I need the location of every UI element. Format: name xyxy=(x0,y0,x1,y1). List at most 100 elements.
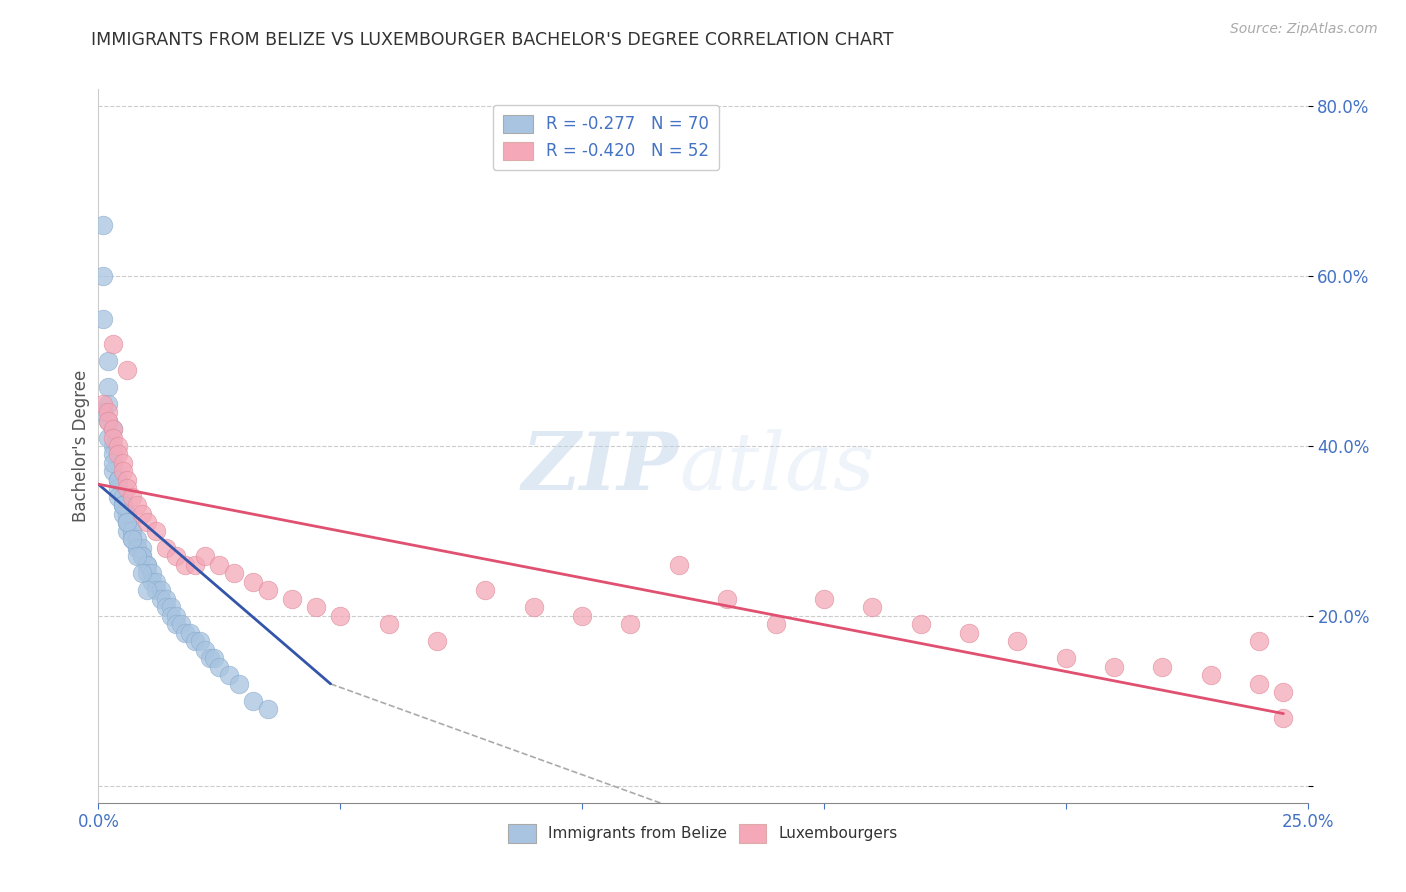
Point xyxy=(222,566,245,581)
Point xyxy=(91,405,114,419)
Point xyxy=(101,337,124,351)
Point xyxy=(117,507,139,521)
Point xyxy=(228,677,250,691)
Point xyxy=(329,608,352,623)
Point xyxy=(860,600,883,615)
Point xyxy=(1152,660,1174,674)
Text: ZIP: ZIP xyxy=(522,429,679,506)
Point xyxy=(184,634,207,648)
Point xyxy=(97,405,120,419)
Point xyxy=(131,549,153,564)
Point xyxy=(377,617,399,632)
Point xyxy=(281,591,304,606)
Point xyxy=(813,591,835,606)
Point xyxy=(256,702,278,716)
Point xyxy=(765,617,787,632)
Point xyxy=(150,591,173,606)
Point xyxy=(131,507,153,521)
Text: Source: ZipAtlas.com: Source: ZipAtlas.com xyxy=(1230,22,1378,37)
Point xyxy=(1272,711,1295,725)
Point xyxy=(111,465,134,479)
Point xyxy=(194,643,217,657)
Point xyxy=(135,583,157,598)
Point xyxy=(198,651,221,665)
Legend: Immigrants from Belize, Luxembourgers: Immigrants from Belize, Luxembourgers xyxy=(502,818,904,848)
Point xyxy=(256,583,278,598)
Point xyxy=(145,574,167,589)
Point xyxy=(117,516,139,530)
Point xyxy=(474,583,496,598)
Point xyxy=(101,430,124,444)
Point xyxy=(107,473,129,487)
Y-axis label: Bachelor's Degree: Bachelor's Degree xyxy=(72,370,90,522)
Point xyxy=(101,422,124,436)
Point xyxy=(242,574,264,589)
Point xyxy=(107,473,129,487)
Point xyxy=(150,583,173,598)
Point xyxy=(1272,685,1295,699)
Point xyxy=(145,583,167,598)
Point xyxy=(111,499,134,513)
Point xyxy=(107,482,129,496)
Point xyxy=(91,218,114,232)
Text: IMMIGRANTS FROM BELIZE VS LUXEMBOURGER BACHELOR'S DEGREE CORRELATION CHART: IMMIGRANTS FROM BELIZE VS LUXEMBOURGER B… xyxy=(91,31,894,49)
Point xyxy=(97,396,120,410)
Point xyxy=(1102,660,1125,674)
Point xyxy=(910,617,932,632)
Point xyxy=(131,541,153,555)
Point xyxy=(571,608,593,623)
Point xyxy=(121,524,143,538)
Point xyxy=(127,533,149,547)
Point xyxy=(127,549,149,564)
Point xyxy=(145,524,167,538)
Point xyxy=(716,591,738,606)
Point xyxy=(165,617,187,632)
Point xyxy=(135,558,157,572)
Point xyxy=(127,541,149,555)
Point xyxy=(107,473,129,487)
Point xyxy=(188,634,211,648)
Point xyxy=(208,660,231,674)
Point xyxy=(1249,677,1271,691)
Point xyxy=(155,591,177,606)
Point xyxy=(107,448,129,462)
Point xyxy=(141,574,163,589)
Point xyxy=(426,634,449,648)
Point xyxy=(127,499,149,513)
Point xyxy=(242,694,264,708)
Point xyxy=(1054,651,1077,665)
Point xyxy=(1007,634,1029,648)
Point xyxy=(174,626,197,640)
Point xyxy=(135,558,157,572)
Point xyxy=(957,626,980,640)
Point xyxy=(619,617,641,632)
Point xyxy=(117,473,139,487)
Point xyxy=(165,549,187,564)
Point xyxy=(523,600,546,615)
Point xyxy=(117,482,139,496)
Point xyxy=(131,549,153,564)
Point xyxy=(107,439,129,453)
Point xyxy=(91,396,114,410)
Point xyxy=(91,311,114,326)
Point xyxy=(155,600,177,615)
Point xyxy=(141,566,163,581)
Point xyxy=(111,499,134,513)
Point xyxy=(101,422,124,436)
Text: atlas: atlas xyxy=(679,429,875,506)
Point xyxy=(97,354,120,368)
Point xyxy=(1199,668,1222,682)
Point xyxy=(121,490,143,504)
Point xyxy=(107,490,129,504)
Point xyxy=(160,608,183,623)
Point xyxy=(117,516,139,530)
Point xyxy=(194,549,217,564)
Point xyxy=(111,499,134,513)
Point xyxy=(160,600,183,615)
Point xyxy=(101,465,124,479)
Point xyxy=(111,507,134,521)
Point xyxy=(121,524,143,538)
Point xyxy=(117,516,139,530)
Point xyxy=(97,430,120,444)
Point xyxy=(135,516,157,530)
